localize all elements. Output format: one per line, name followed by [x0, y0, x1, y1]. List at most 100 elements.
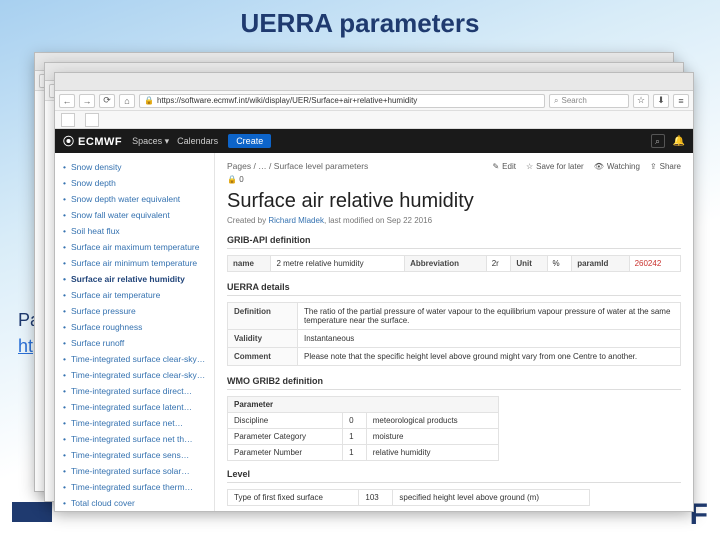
toolbar-icon[interactable] [61, 113, 75, 127]
nav-home-button[interactable]: ⌂ [119, 94, 135, 108]
nav-forward-button[interactable]: → [79, 94, 95, 108]
wmo-number-t: relative humidity [366, 445, 499, 461]
breadcrumb-row: Pages / … / Surface level parameters ✎Ed… [227, 161, 681, 171]
eye-icon: 👁 [594, 162, 604, 171]
create-button[interactable]: Create [228, 134, 271, 148]
slide-title: UERRA parameters [0, 8, 720, 39]
nav-back-button[interactable]: ← [59, 94, 75, 108]
td-abbrev: 2r [486, 256, 511, 272]
sidebar-item[interactable]: Surface pressure [63, 303, 214, 319]
v-validity: Instantaneous [298, 330, 681, 348]
th-name: name [228, 256, 271, 272]
main-content: Pages / … / Surface level parameters ✎Ed… [215, 153, 693, 511]
sidebar-item[interactable]: Time-integrated surface direct… [63, 383, 214, 399]
toolbar-icon[interactable] [85, 113, 99, 127]
search-placeholder: Search [561, 96, 586, 105]
app-header: ⦿ ECMWF Spaces ▾ Calendars Create ⌕ 🔔 [55, 129, 693, 153]
sidebar-item[interactable]: Soil heat flux [63, 223, 214, 239]
wmo-category-t: moisture [366, 429, 499, 445]
k-comment: Comment [228, 348, 298, 366]
sidebar-item[interactable]: Time-integrated surface net th… [63, 431, 214, 447]
sidebar-item[interactable]: Time-integrated surface net… [63, 415, 214, 431]
sidebar-item[interactable]: Snow depth water equivalent [63, 191, 214, 207]
header-search-icon[interactable]: ⌕ [651, 134, 665, 148]
bg-bar [12, 502, 52, 522]
sidebar-item[interactable]: Time-integrated surface solar… [63, 463, 214, 479]
edit-button[interactable]: ✎Edit [492, 162, 516, 171]
browser-navrow: ← → ⟳ ⌂ 🔒 https://software.ecmwf.int/wik… [55, 91, 693, 111]
wmo-discipline-v: 0 [343, 413, 367, 429]
wmo-header: Parameter [228, 397, 499, 413]
sidebar-item[interactable]: Time-integrated surface therm… [63, 479, 214, 495]
restrictions-row[interactable]: 🔒 0 [227, 175, 681, 184]
browser-toolbar [55, 111, 693, 129]
wmo-discipline-k: Discipline [228, 413, 343, 429]
sidebar-item[interactable]: Surface air maximum temperature [63, 239, 214, 255]
sidebar-item[interactable]: Time-integrated surface clear-sky… [63, 351, 214, 367]
menu-spaces[interactable]: Spaces ▾ [132, 136, 169, 147]
gribapi-table: name 2 metre relative humidity Abbreviat… [227, 255, 681, 272]
sidebar-item[interactable]: Time-integrated surface clear-sky… [63, 367, 214, 383]
td-name: 2 metre relative humidity [271, 256, 405, 272]
sidebar-item[interactable]: Snow depth [63, 175, 214, 191]
nav-menu-button[interactable]: ≡ [673, 94, 689, 108]
section-gribapi: GRIB-API definition [227, 235, 681, 249]
sidebar-item[interactable]: Surface air temperature [63, 287, 214, 303]
browser-search-input[interactable]: ⌕ Search [549, 94, 629, 108]
sidebar-item[interactable]: Time-integrated surface sens… [63, 447, 214, 463]
page-actions: ✎Edit ☆Save for later 👁Watching ⇪Share [492, 162, 681, 171]
wmo-discipline-t: meteorological products [366, 413, 499, 429]
url-bar[interactable]: 🔒 https://software.ecmwf.int/wiki/displa… [139, 94, 545, 108]
app-menu: Spaces ▾ Calendars [132, 136, 218, 147]
level-k: Type of first fixed surface [228, 490, 359, 506]
sidebar-item[interactable]: Total cloud cover [63, 495, 214, 511]
star-icon: ☆ [526, 162, 533, 171]
bg-text-ht[interactable]: ht [18, 336, 33, 357]
td-paramid[interactable]: 260242 [629, 256, 680, 272]
notifications-icon[interactable]: 🔔 [673, 136, 685, 147]
menu-calendars[interactable]: Calendars [177, 136, 218, 147]
sidebar-item[interactable]: Surface air minimum temperature [63, 255, 214, 271]
url-text: https://software.ecmwf.int/wiki/display/… [157, 96, 417, 105]
uerra-table: DefinitionThe ratio of the partial press… [227, 302, 681, 366]
page-title: Surface air relative humidity [227, 190, 681, 213]
share-icon: ⇪ [650, 162, 657, 171]
sidebar-item[interactable]: Surface roughness [63, 319, 214, 335]
sidebar-item[interactable]: Snow density [63, 159, 214, 175]
sidebar-item[interactable]: Surface air relative humidity [63, 271, 214, 287]
section-wmo: WMO GRIB2 definition [227, 376, 681, 390]
ecmwf-logo[interactable]: ⦿ ECMWF [63, 133, 122, 149]
wmo-table: Parameter Discipline0meteorological prod… [227, 396, 499, 461]
td-unit: % [547, 256, 572, 272]
save-later-button[interactable]: ☆Save for later [526, 162, 584, 171]
sidebar-nav: Snow densitySnow depthSnow depth water e… [55, 153, 215, 511]
restriction-count: 0 [239, 175, 243, 184]
wmo-number-v: 1 [343, 445, 367, 461]
watching-button[interactable]: 👁Watching [594, 162, 640, 171]
k-definition: Definition [228, 303, 298, 330]
breadcrumb-prefix[interactable]: Pages / … / [227, 161, 271, 171]
th-unit: Unit [511, 256, 547, 272]
sidebar-item[interactable]: Surface runoff [63, 335, 214, 351]
share-button[interactable]: ⇪Share [650, 162, 681, 171]
th-abbrev: Abbreviation [405, 256, 487, 272]
sidebar-item[interactable]: Snow fall water equivalent [63, 207, 214, 223]
level-table: Type of first fixed surface103specified … [227, 489, 590, 506]
th-paramid: paramId [572, 256, 629, 272]
nav-download-button[interactable]: ⬇ [653, 94, 669, 108]
breadcrumb-last[interactable]: Surface level parameters [274, 161, 369, 171]
section-uerra: UERRA details [227, 282, 681, 296]
author-link[interactable]: Richard Mladek [268, 216, 324, 225]
sidebar-item[interactable]: Time-integrated surface latent… [63, 399, 214, 415]
level-t: specified height level above ground (m) [393, 490, 590, 506]
padlock-icon: 🔒 [227, 175, 237, 184]
v-comment: Please note that the specific height lev… [298, 348, 681, 366]
section-level: Level [227, 469, 681, 483]
k-validity: Validity [228, 330, 298, 348]
wmo-category-v: 1 [343, 429, 367, 445]
wmo-category-k: Parameter Category [228, 429, 343, 445]
nav-reload-button[interactable]: ⟳ [99, 94, 115, 108]
browser-tabstrip[interactable] [55, 73, 693, 91]
page-byline: Created by Richard Mladek, last modified… [227, 216, 681, 225]
nav-bookmark-button[interactable]: ☆ [633, 94, 649, 108]
